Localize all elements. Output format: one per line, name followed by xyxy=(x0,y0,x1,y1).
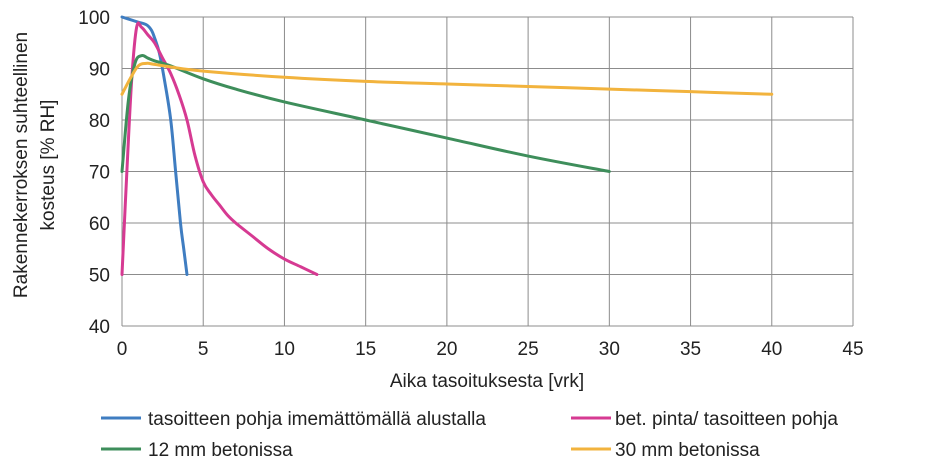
legend-label-series-1: bet. pinta/ tasoitteen pohja xyxy=(615,409,838,430)
y-tick-label: 80 xyxy=(89,111,110,132)
x-tick-label: 35 xyxy=(680,339,701,360)
legend-label-series-3: 30 mm betonissa xyxy=(615,440,760,461)
x-tick-label: 20 xyxy=(436,339,457,360)
y-axis-title-line1: Rakennekerroksen suhteellinen xyxy=(11,32,32,298)
series-lines xyxy=(120,15,774,276)
y-tick-label: 100 xyxy=(78,8,110,29)
x-tick-label: 5 xyxy=(198,339,209,360)
grid xyxy=(121,16,854,327)
x-tick-label: 15 xyxy=(355,339,376,360)
y-tick-label: 50 xyxy=(89,266,110,287)
x-tick-label: 40 xyxy=(761,339,782,360)
x-tick-label: 10 xyxy=(274,339,295,360)
series-line-1 xyxy=(120,21,319,276)
x-tick-label: 45 xyxy=(842,339,863,360)
series-line-0 xyxy=(120,15,189,276)
y-tick-label: 90 xyxy=(89,60,110,81)
series-line-3 xyxy=(120,61,774,96)
x-axis-title: Aika tasoituksesta [vrk] xyxy=(390,371,584,392)
y-tick-label: 70 xyxy=(89,163,110,184)
legend-label-series-2: 12 mm betonissa xyxy=(148,440,293,461)
y-tick-label: 40 xyxy=(89,317,110,338)
y-tick-label: 60 xyxy=(89,214,110,235)
series-line-2 xyxy=(120,53,611,173)
legend: tasoitteen pohja imemättömällä alustalla… xyxy=(101,409,838,461)
x-tick-label: 30 xyxy=(599,339,620,360)
y-axis-title-line2: kosteus [% RH] xyxy=(38,100,59,231)
tick-labels: 0 5 10 15 20 25 30 35 40 45 40 50 60 70 80 90 100 xyxy=(78,8,863,360)
x-tick-label: 25 xyxy=(518,339,539,360)
legend-label-series-0: tasoitteen pohja imemättömällä alustalla xyxy=(148,409,486,430)
x-tick-label: 0 xyxy=(117,339,128,360)
